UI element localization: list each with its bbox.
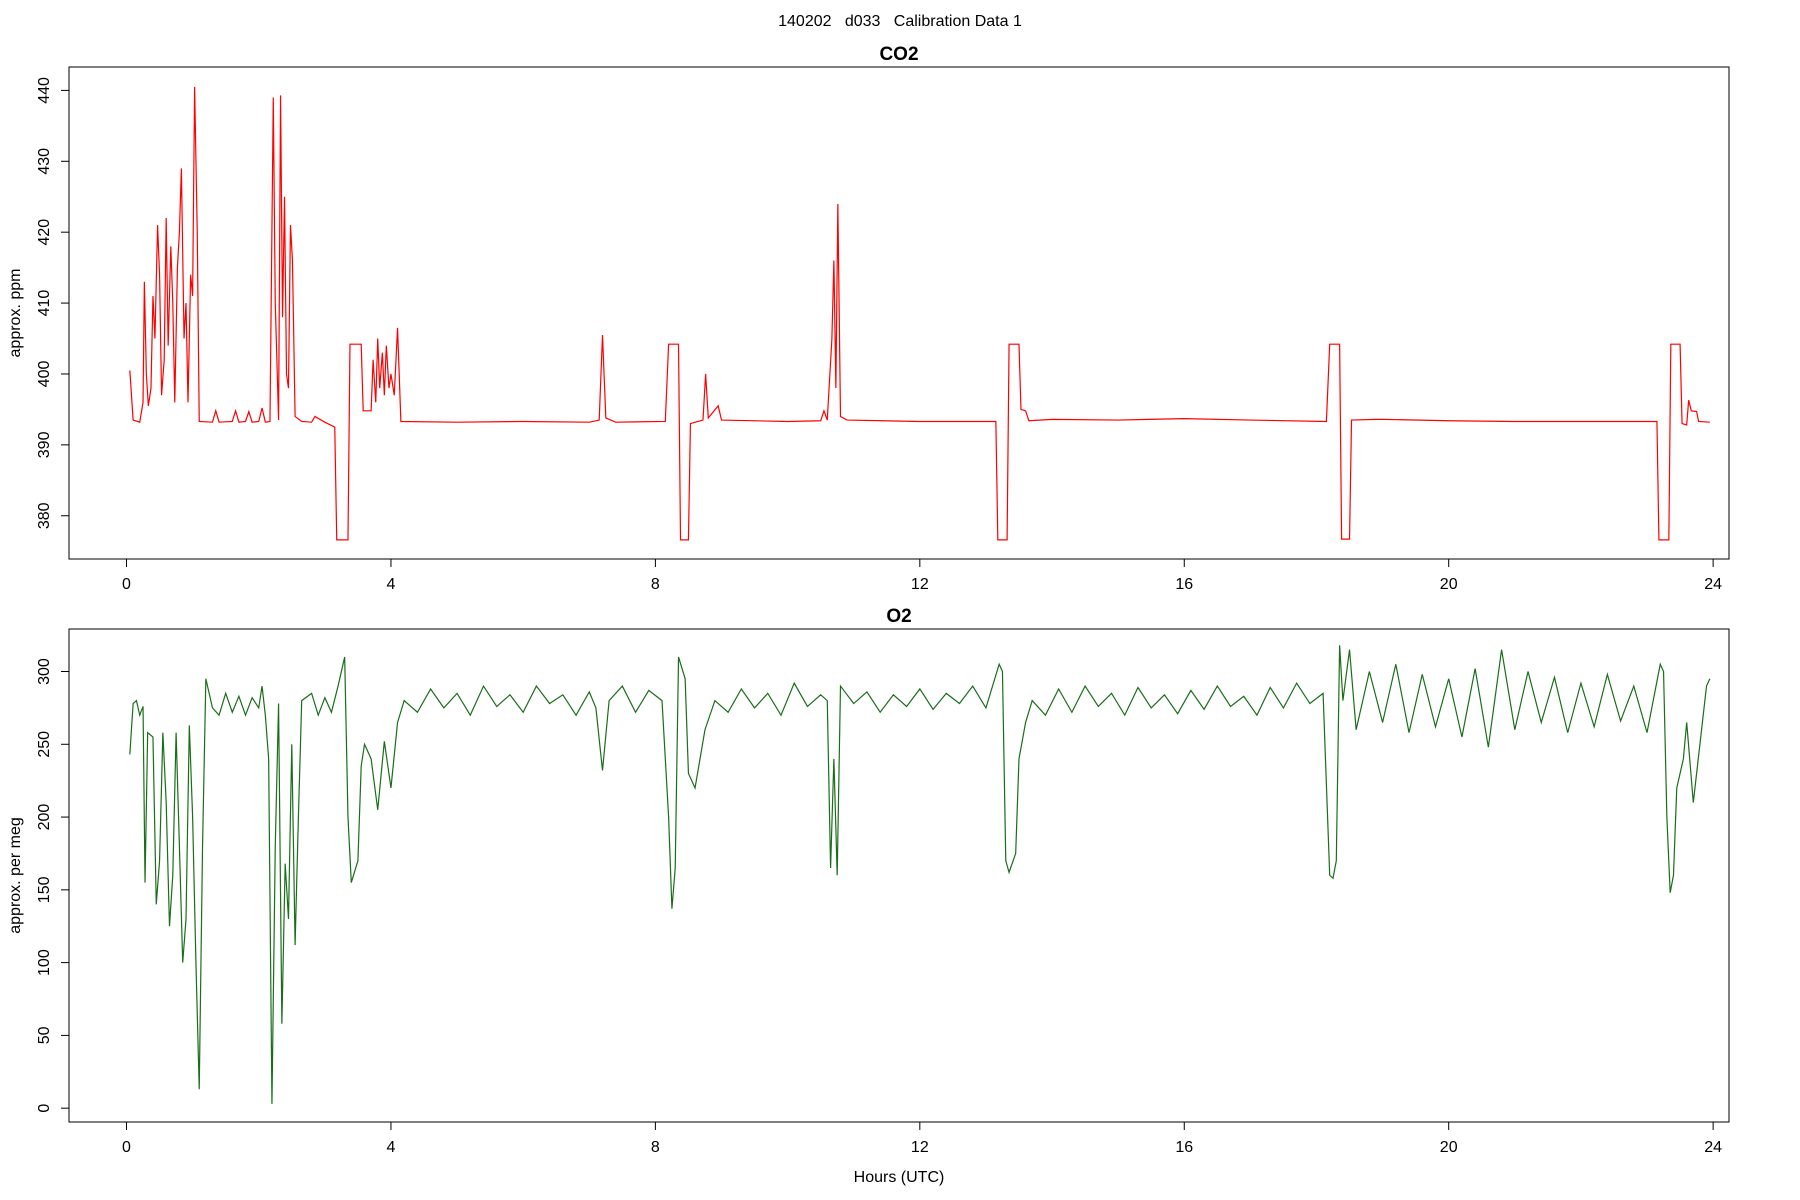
y-axis-label: approx. ppm xyxy=(7,269,24,358)
y-tick-label: 150 xyxy=(36,876,53,903)
y-tick-label: 100 xyxy=(36,949,53,976)
chart-title: O2 xyxy=(886,606,911,627)
y-tick-label: 410 xyxy=(36,290,53,317)
y-tick-label: 440 xyxy=(36,77,53,104)
x-tick-label: 20 xyxy=(1440,1139,1458,1156)
y-tick-label: 50 xyxy=(36,1026,53,1044)
x-tick-label: 16 xyxy=(1175,576,1193,593)
y-tick-label: 0 xyxy=(36,1104,53,1113)
x-tick-label: 4 xyxy=(386,1139,395,1156)
y-tick-label: 390 xyxy=(36,431,53,458)
x-tick-label: 12 xyxy=(911,1139,929,1156)
x-tick-label: 24 xyxy=(1704,1139,1722,1156)
x-tick-label: 20 xyxy=(1440,576,1458,593)
x-tick-label: 24 xyxy=(1704,576,1722,593)
x-axis-label: Hours (UTC) xyxy=(854,1169,945,1186)
y-tick-label: 430 xyxy=(36,148,53,175)
x-tick-label: 0 xyxy=(122,1139,131,1156)
plot-box xyxy=(68,66,1730,560)
x-tick-label: 8 xyxy=(651,1139,660,1156)
y-tick-label: 200 xyxy=(36,804,53,831)
data-line xyxy=(129,645,1711,1104)
data-line xyxy=(129,86,1710,541)
figure-title: 140202 d033 Calibration Data 1 xyxy=(778,13,1022,30)
x-tick-label: 0 xyxy=(122,576,131,593)
y-axis-label: approx. per meg xyxy=(7,817,24,934)
x-tick-label: 8 xyxy=(651,576,660,593)
y-tick-label: 400 xyxy=(36,361,53,388)
x-tick-label: 12 xyxy=(911,576,929,593)
y-tick-label: 420 xyxy=(36,219,53,246)
x-tick-label: 4 xyxy=(386,576,395,593)
y-tick-label: 300 xyxy=(36,658,53,685)
chart-title: CO2 xyxy=(879,44,918,65)
plot-box xyxy=(68,628,1730,1123)
x-tick-label: 16 xyxy=(1175,1139,1193,1156)
y-tick-label: 250 xyxy=(36,731,53,758)
y-tick-label: 380 xyxy=(36,502,53,529)
